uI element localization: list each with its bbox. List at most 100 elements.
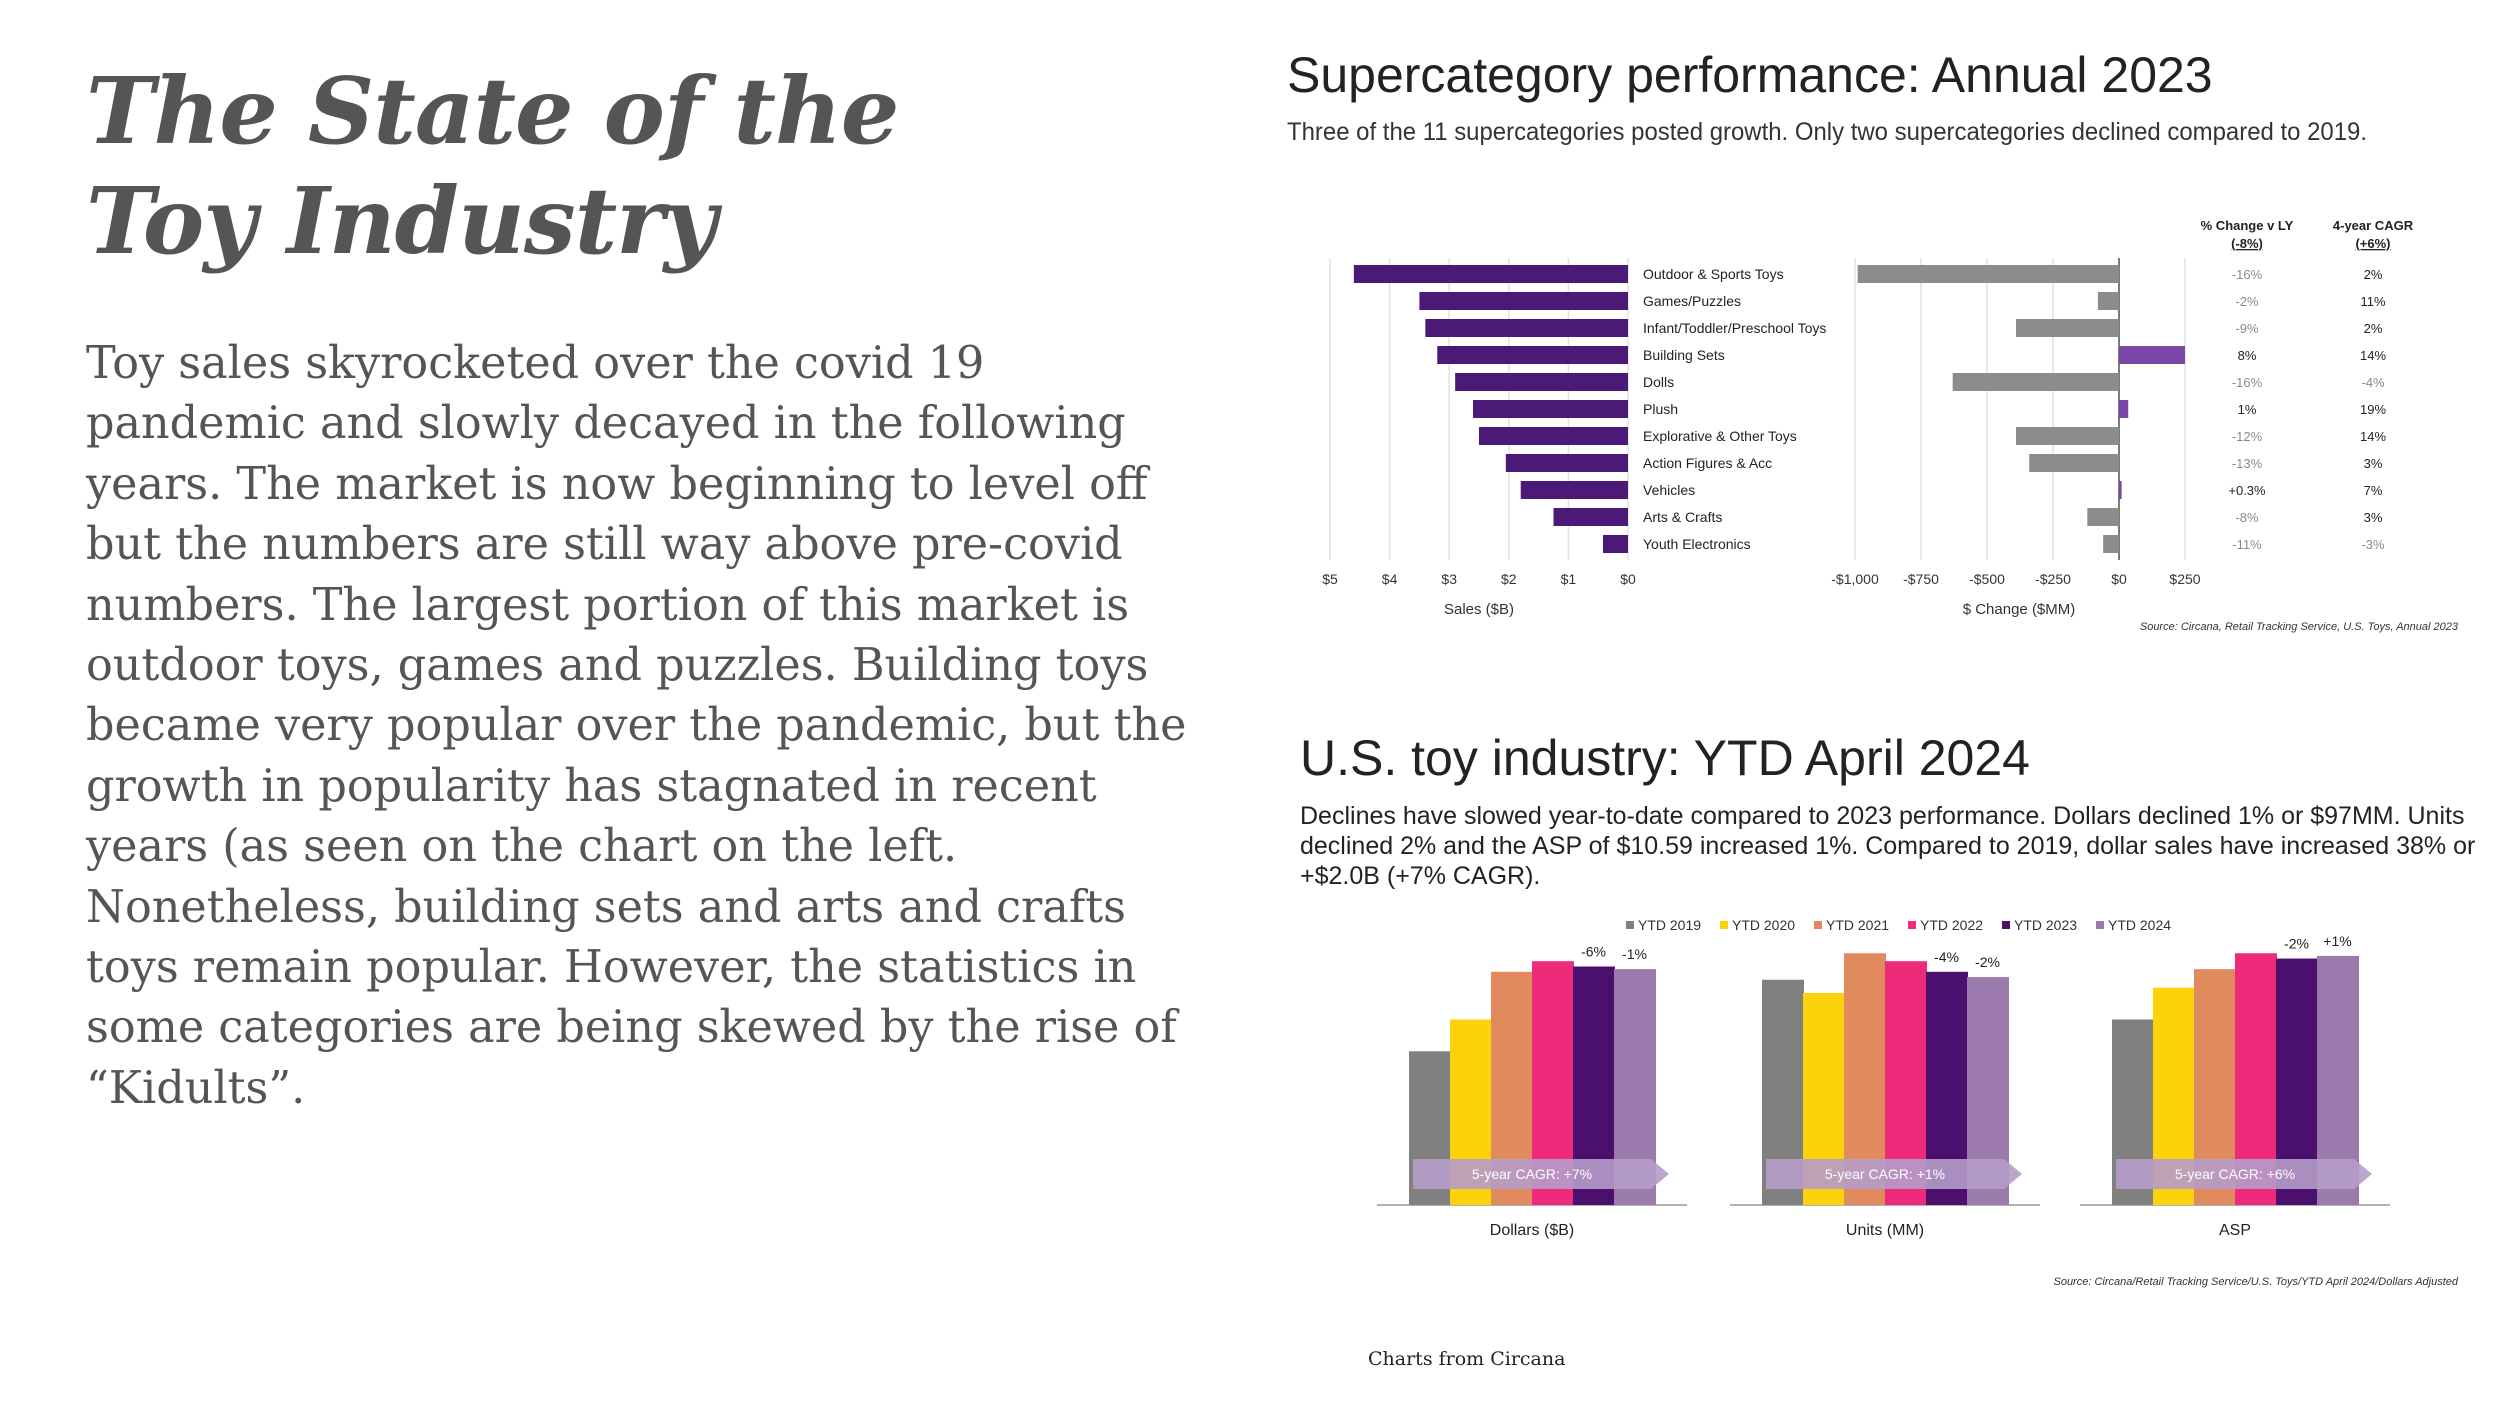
chart1-change-bar (1952, 373, 2119, 391)
chart1-column-value: -13% (2232, 456, 2263, 471)
chart2-bar-annotation: -1% (1622, 946, 1647, 962)
chart2-legend-swatch (1626, 921, 1634, 929)
chart1-column-value: 14% (2360, 348, 2386, 363)
chart2-bar-annotation: +1% (2323, 933, 2351, 949)
chart2-legend-swatch (2002, 921, 2010, 929)
chart-ytd: U.S. toy industry: YTD April 2024 YTD 201… (1300, 730, 2459, 1288)
chart1-change-bar (2016, 427, 2119, 445)
chart1-column-value: +0.3% (2228, 483, 2266, 498)
chart1-column-value: 2% (2364, 321, 2383, 336)
chart1-category-label: Vehicles (1643, 482, 1695, 498)
chart1-change-bar (2119, 400, 2129, 418)
chart1-sales-tick-label: $2 (1501, 571, 1517, 587)
chart1-column-value: -16% (2232, 267, 2263, 282)
chart2-legend-label: YTD 2022 (1920, 917, 1983, 933)
chart1-category-label: Youth Electronics (1643, 536, 1751, 552)
chart-credit: Charts from Circana (1368, 1348, 1566, 1370)
chart2-subtitle: Declines have slowed year-to-date compar… (1300, 802, 2475, 890)
chart1-column-value: -12% (2232, 429, 2263, 444)
chart1-sales-tick-label: $5 (1322, 571, 1338, 587)
chart2-legend-swatch (2096, 921, 2104, 929)
chart1-category-label: Games/Puzzles (1643, 293, 1741, 309)
chart2-group-label: Dollars ($B) (1490, 1222, 1574, 1239)
chart1-category-label: Action Figures & Acc (1643, 455, 1772, 471)
chart1-column-value: 7% (2364, 483, 2383, 498)
chart1-change-bar (2029, 454, 2119, 472)
chart2-source: Source: Circana/Retail Tracking Service/… (2053, 1276, 2458, 1288)
chart1-column-value: -11% (2232, 537, 2262, 552)
chart1-column-value: -3% (2361, 537, 2385, 552)
chart1-sales-tick-label: $0 (1620, 571, 1636, 587)
chart1-change-tick-label: -$500 (1969, 571, 2005, 587)
chart1-change-tick-label: -$1,000 (1831, 571, 1879, 587)
chart1-sales-bar (1353, 265, 1628, 283)
chart1-change-tick-label: $0 (2111, 571, 2127, 587)
chart1-category-label: Building Sets (1643, 347, 1725, 363)
chart2-bar-annotation: -6% (1581, 944, 1606, 960)
chart1-category-label: Explorative & Other Toys (1643, 428, 1797, 444)
chart1-column-value: -8% (2235, 510, 2259, 525)
chart1-change-bar (2119, 346, 2185, 364)
chart1-column-value: 14% (2360, 429, 2386, 444)
chart1-sales-bar (1437, 346, 1628, 364)
chart1-sales-bar (1473, 400, 1628, 418)
chart1-change-tick-label: -$250 (2035, 571, 2071, 587)
chart1-change-bar (2103, 535, 2119, 553)
chart2-legend-label: YTD 2020 (1732, 917, 1795, 933)
chart2-cagr-arrow (1413, 1159, 1669, 1189)
chart1-sales-axis-label: Sales ($B) (1444, 601, 1514, 618)
chart1-sales-tick-label: $4 (1382, 571, 1398, 587)
chart1-category-label: Plush (1643, 401, 1678, 417)
chart2-legend-label: YTD 2024 (2108, 917, 2171, 933)
chart1-column-header: 4-year CAGR (2333, 218, 2414, 233)
chart2-cagr-label: 5-year CAGR: +1% (1825, 1166, 1945, 1182)
chart2-bar-annotation: -4% (1934, 949, 1959, 965)
chart1-column-value: 11% (2360, 294, 2385, 309)
chart-supercategory: Supercategory performance: Annual 2023 Th… (1287, 47, 2459, 633)
chart1-change-tick-label: -$750 (1903, 571, 1939, 587)
chart1-column-value: -9% (2235, 321, 2259, 336)
chart2-legend-swatch (1720, 921, 1728, 929)
chart1-column-value: -16% (2232, 375, 2263, 390)
chart1-column-value: 8% (2238, 348, 2257, 363)
chart1-category-label: Arts & Crafts (1643, 509, 1722, 525)
chart1-change-bar (2097, 292, 2119, 310)
chart1-sales-bar (1455, 373, 1628, 391)
chart1-sales-bar (1479, 427, 1628, 445)
chart2-cagr-label: 5-year CAGR: +6% (2175, 1166, 2295, 1182)
chart2-bar-annotation: -2% (1975, 954, 2000, 970)
chart1-column-value: 19% (2360, 402, 2386, 417)
chart1-change-bar (2087, 508, 2119, 526)
chart1-category-label: Dolls (1643, 374, 1674, 390)
chart1-change-bar (2119, 481, 2122, 499)
chart2-cagr-label: 5-year CAGR: +7% (1472, 1166, 1592, 1182)
chart1-column-value: 3% (2364, 510, 2383, 525)
chart1-sales-bar (1419, 292, 1628, 310)
chart2-cagr-arrow (1766, 1159, 2022, 1189)
chart1-subtitle: Three of the 11 supercategories posted g… (1287, 118, 2367, 146)
chart2-group-label: Units (MM) (1846, 1222, 1924, 1239)
title-line-2: Toy Industry (86, 167, 717, 275)
chart1-source: Source: Circana, Retail Tracking Service… (2140, 621, 2459, 633)
chart1-sales-tick-label: $3 (1441, 571, 1457, 587)
chart2-legend-label: YTD 2023 (2014, 917, 2077, 933)
body-paragraph: Toy sales skyrocketed over the covid 19 … (86, 338, 1187, 1114)
chart2-legend-swatch (1908, 921, 1916, 929)
chart1-title: Supercategory performance: Annual 2023 (1287, 47, 2213, 103)
chart2-legend-label: YTD 2019 (1638, 917, 1701, 933)
chart2-legend-swatch (1814, 921, 1822, 929)
chart1-sales-bar (1602, 535, 1628, 553)
chart1-sales-bar (1425, 319, 1628, 337)
chart1-sales-bar (1520, 481, 1628, 499)
chart1-change-bar (1857, 265, 2119, 283)
chart1-category-label: Infant/Toddler/Preschool Toys (1643, 320, 1826, 336)
chart1-column-value: -4% (2361, 375, 2385, 390)
chart1-change-tick-label: $250 (2169, 571, 2200, 587)
chart1-column-header: % Change v LY (2201, 218, 2294, 233)
chart1-sales-bar (1505, 454, 1628, 472)
chart2-bar-annotation: -2% (2284, 936, 2309, 952)
chart2-legend-label: YTD 2021 (1826, 917, 1889, 933)
chart1-category-label: Outdoor & Sports Toys (1643, 266, 1784, 282)
chart1-sales-bar (1553, 508, 1628, 526)
